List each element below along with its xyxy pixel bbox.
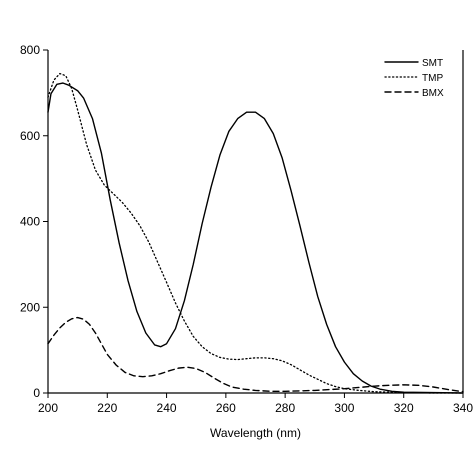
legend-label-smt: SMT [422,58,443,69]
legend-label-bmx: BMX [422,88,444,99]
y-tick-label: 800 [20,43,40,57]
x-tick-label: 300 [334,401,354,415]
series-line-smt [47,82,464,394]
y-tick-label: 200 [20,300,40,314]
x-tick-label: 200 [38,401,58,415]
y-tick-label: 400 [20,215,40,229]
legend-label-tmp: TMP [422,73,443,84]
x-tick-label: 220 [97,401,117,415]
y-tick-label: 0 [33,386,40,400]
y-tick-label: 600 [20,129,40,143]
x-axis-title: Wavelength (nm) [210,426,301,440]
x-tick-label: 280 [275,401,295,415]
series-layer [47,72,464,394]
x-tick-label: 260 [216,401,236,415]
legend: SMT TMP BMX [384,58,444,99]
x-tick-label: 240 [157,401,177,415]
series-line-tmp [47,72,464,394]
x-tick-label: 320 [394,401,414,415]
x-tick-label: 340 [453,401,473,415]
series-line-bmx [47,316,464,393]
